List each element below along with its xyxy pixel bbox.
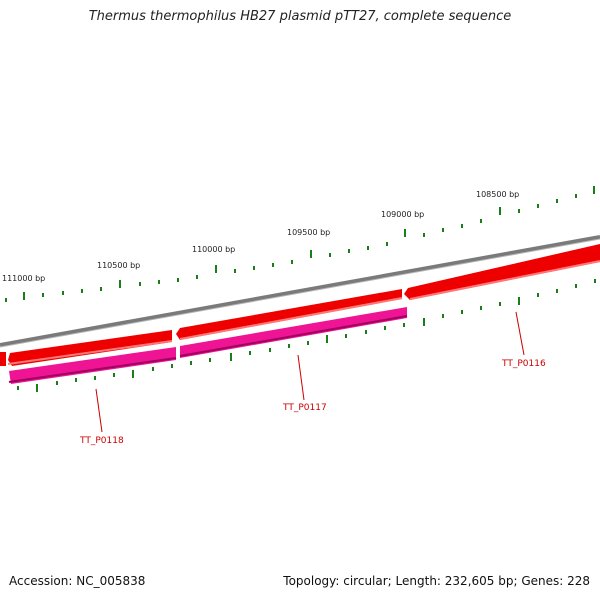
gene-arrow-forward-left [0, 352, 6, 366]
gene-arrow-forward-TT_P0116 [404, 244, 600, 300]
gene-label-TT_P0118: TT_P0118 [79, 436, 124, 446]
plasmid-backbone-highlight [0, 238, 600, 348]
forward-strand-shade [7, 260, 600, 365]
scale-tick-label: 109500 bp [287, 228, 330, 237]
gene-arrow-reverse-TT_P0118 [9, 347, 176, 384]
reverse-strand-shade [8, 315, 408, 383]
gene-label-TT_P0117: TT_P0117 [282, 403, 327, 413]
gene-arrow-forward-TT_P0117 [176, 289, 402, 340]
scale-tick-label: 110000 bp [192, 245, 235, 254]
scale-tick-label: 109000 bp [381, 210, 424, 219]
gene-label-leader [95, 388, 103, 433]
scale-tick-label: 111000 bp [2, 274, 45, 283]
scale-ticks-lower [17, 279, 596, 392]
gene-label-leader [297, 354, 305, 401]
gene-arrow-forward-TT_P0118 [8, 330, 172, 366]
accession-text: Accession: NC_005838 [9, 574, 146, 588]
scale-tick-label: 108500 bp [476, 190, 519, 199]
scale-tick-label: 110500 bp [97, 261, 140, 270]
gene-label-TT_P0116: TT_P0116 [501, 359, 546, 369]
map-title: Thermus thermophilus HB27 plasmid pTT27,… [88, 9, 512, 24]
scale-ticks-upper [5, 186, 595, 302]
plasmid-backbone [0, 235, 600, 347]
summary-text: Topology: circular; Length: 232,605 bp; … [283, 574, 590, 588]
gene-label-leader [515, 311, 525, 356]
